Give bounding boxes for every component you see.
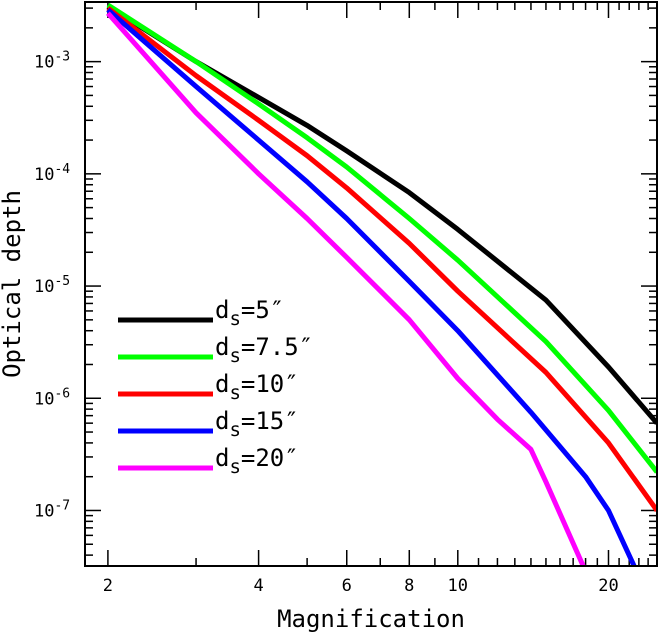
legend-label-5: ds=20″	[215, 444, 299, 478]
x-tick-label: 4	[253, 576, 263, 596]
y-tick-label-exponent: -4	[54, 162, 70, 177]
x-tick-label: 10	[448, 576, 468, 596]
y-tick-label-base: 10	[34, 53, 54, 73]
y-tick-label: 10-3	[34, 50, 70, 73]
series-line-4	[106, 7, 637, 566]
y-tick-label-base: 10	[34, 165, 54, 185]
y-tick-label-base: 10	[34, 501, 54, 521]
y-tick-label-exponent: -7	[54, 498, 70, 513]
y-tick-label-base: 10	[34, 389, 54, 409]
x-tick-label: 2	[103, 576, 113, 596]
legend-label-4: ds=15″	[215, 407, 299, 441]
y-tick-label-exponent: -6	[54, 386, 70, 401]
y-tick-label-base: 10	[34, 277, 54, 297]
series-line-1	[106, 4, 657, 425]
y-axis-title: Optical depth	[0, 190, 26, 378]
y-tick-label: 10-4	[34, 162, 70, 185]
legend-label-2: ds=7.5″	[215, 333, 313, 367]
x-axis-title: Magnification	[277, 605, 465, 633]
y-tick-label: 10-6	[34, 386, 70, 409]
series-line-2	[106, 2, 657, 474]
series-lines	[106, 2, 657, 566]
x-tick-label: 6	[342, 576, 352, 596]
y-tick-label-exponent: -3	[54, 50, 70, 65]
axis-ticks	[85, 2, 658, 566]
x-tick-label: 20	[598, 576, 618, 596]
legend-label-3: ds=10″	[215, 370, 299, 404]
legend: ds=5″ds=7.5″ds=10″ds=15″ds=20″	[118, 296, 313, 478]
y-tick-label: 10-7	[34, 498, 70, 521]
legend-label-1: ds=5″	[215, 296, 284, 330]
x-tick-label: 8	[404, 576, 414, 596]
y-tick-label: 10-5	[34, 274, 70, 297]
plot-frame	[84, 1, 658, 567]
y-tick-label-exponent: -5	[54, 274, 70, 289]
series-line-3	[106, 6, 657, 512]
series-line-5	[106, 11, 586, 566]
